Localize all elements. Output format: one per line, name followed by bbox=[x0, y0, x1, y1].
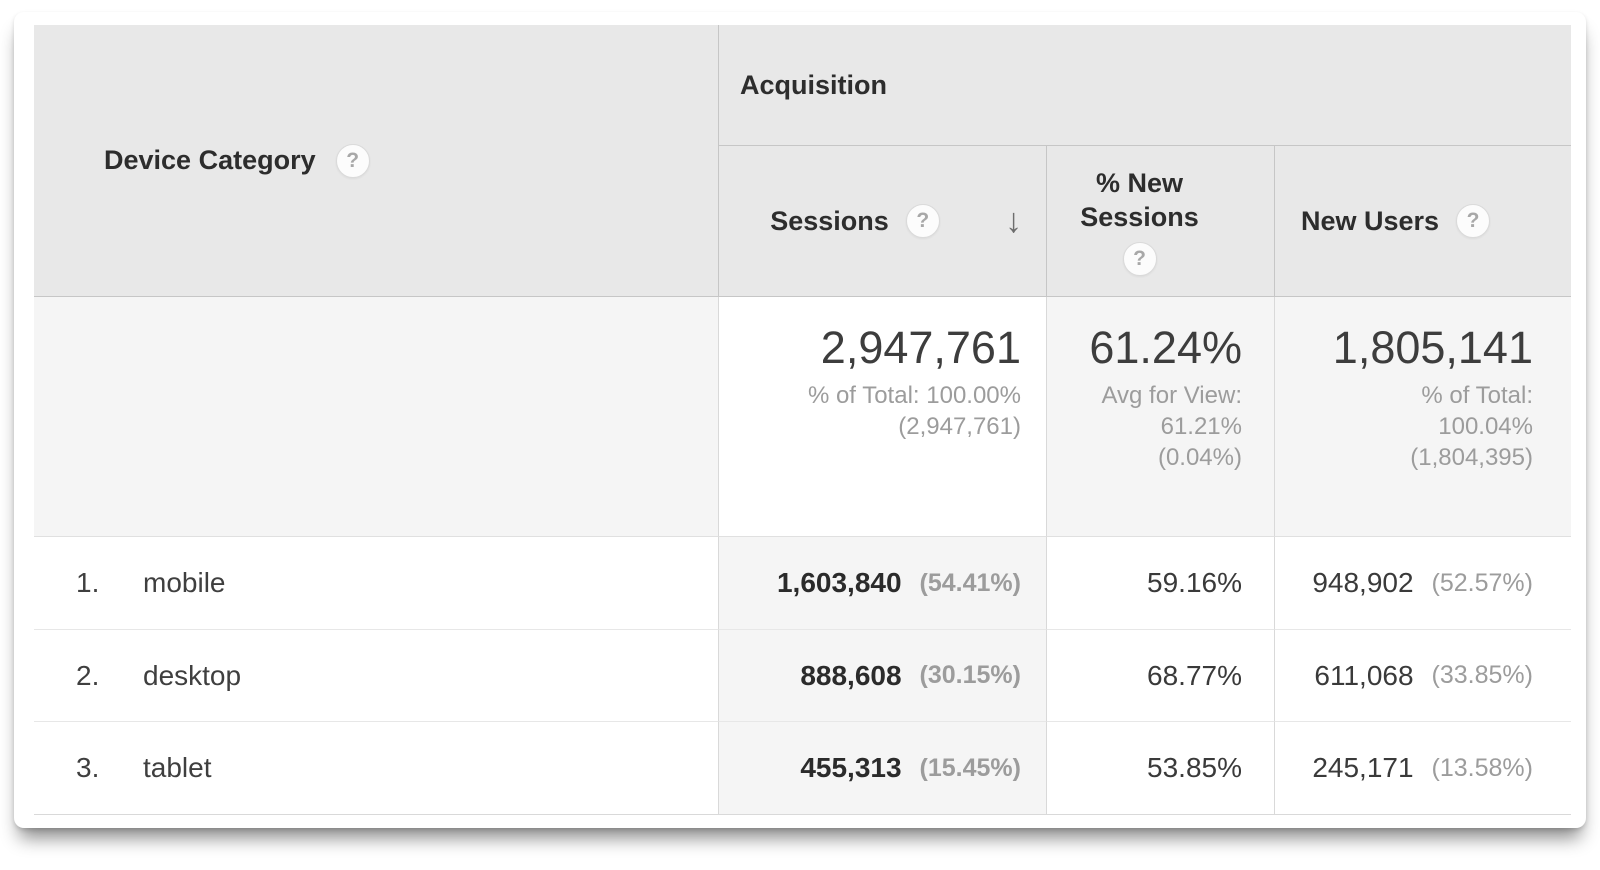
new-users-total-pct: 100.04% bbox=[1438, 413, 1533, 440]
sessions-header-label: Sessions bbox=[770, 205, 889, 236]
sort-descending-icon[interactable]: ↓ bbox=[1005, 202, 1022, 240]
device-name: mobile bbox=[143, 567, 226, 598]
device-category-column-header[interactable]: Device Category ? bbox=[34, 25, 718, 297]
new-users-cell: 611,068 (33.85%) bbox=[1274, 630, 1571, 722]
new-users-percent: (13.58%) bbox=[1431, 753, 1533, 782]
new-users-total-raw: (1,804,395) bbox=[1410, 444, 1533, 471]
device-name: desktop bbox=[143, 659, 242, 691]
summary-new-users-cell: 1,805,141 % of Total: 100.04% (1,804,395… bbox=[1274, 297, 1571, 537]
analytics-data-table: Device Category ? Acquisition Sessions ?… bbox=[34, 25, 1571, 815]
pct-new-sessions-value: 68.77% bbox=[1147, 659, 1242, 691]
sessions-value: 888,608 bbox=[800, 659, 902, 691]
sessions-cell: 1,603,840 (54.41%) bbox=[718, 537, 1046, 630]
help-icon[interactable]: ? bbox=[335, 143, 370, 178]
pct-new-sessions-avg-delta: (0.04%) bbox=[1157, 444, 1242, 471]
acquisition-header-label: Acquisition bbox=[740, 69, 887, 100]
new-users-header-label: New Users bbox=[1300, 205, 1440, 236]
summary-dimension-cell bbox=[34, 297, 718, 537]
new-users-total-note: % of Total: bbox=[1421, 382, 1533, 409]
new-users-percent: (33.85%) bbox=[1431, 661, 1533, 689]
sessions-percent: (54.41%) bbox=[919, 568, 1021, 597]
sessions-cell: 455,313 (15.45%) bbox=[718, 722, 1046, 815]
sessions-percent: (15.45%) bbox=[919, 753, 1021, 782]
sessions-cell: 888,608 (30.15%) bbox=[718, 630, 1046, 722]
pct-new-sessions-cell: 59.16% bbox=[1046, 537, 1274, 630]
pct-new-sessions-avg-value: 61.21% bbox=[1160, 413, 1242, 440]
table-row-dimension-cell: 1. mobile bbox=[34, 537, 718, 630]
sessions-column-header[interactable]: Sessions ? ↓ bbox=[718, 145, 1046, 297]
device-name: tablet bbox=[143, 752, 212, 783]
pct-new-sessions-cell: 68.77% bbox=[1046, 630, 1274, 722]
row-rank: 2. bbox=[76, 659, 100, 691]
summary-sessions-cell: 2,947,761 % of Total: 100.00% (2,947,761… bbox=[718, 297, 1046, 537]
sessions-percent: (30.15%) bbox=[919, 661, 1021, 689]
device-category-header-label: Device Category bbox=[104, 145, 316, 175]
report-card: Device Category ? Acquisition Sessions ?… bbox=[14, 12, 1586, 828]
new-users-value: 948,902 bbox=[1312, 567, 1414, 598]
new-users-value: 245,171 bbox=[1312, 752, 1414, 783]
table-row-dimension-cell: 3. tablet bbox=[34, 722, 718, 815]
help-icon[interactable]: ? bbox=[1456, 204, 1491, 238]
pct-new-sessions-value: 59.16% bbox=[1147, 567, 1242, 598]
new-users-total-value: 1,805,141 bbox=[1332, 322, 1533, 373]
table-row-dimension-cell: 2. desktop bbox=[34, 630, 718, 722]
new-users-cell: 948,902 (52.57%) bbox=[1274, 537, 1571, 630]
pct-new-sessions-total-value: 61.24% bbox=[1089, 322, 1242, 373]
pct-new-sessions-avg-label: Avg for View: bbox=[1101, 382, 1242, 409]
acquisition-group-header: Acquisition bbox=[718, 25, 1571, 145]
sessions-value: 455,313 bbox=[800, 752, 902, 783]
summary-pct-new-sessions-cell: 61.24% Avg for View: 61.21% (0.04%) bbox=[1046, 297, 1274, 537]
sessions-total-note: % of Total: 100.00% bbox=[807, 382, 1021, 409]
pct-new-sessions-value: 53.85% bbox=[1147, 752, 1242, 783]
help-icon[interactable]: ? bbox=[905, 204, 940, 238]
new-users-column-header[interactable]: New Users ? bbox=[1274, 145, 1571, 297]
pct-new-sessions-column-header[interactable]: % New Sessions ? bbox=[1046, 145, 1274, 297]
new-users-percent: (52.57%) bbox=[1431, 568, 1533, 597]
row-rank: 3. bbox=[76, 752, 100, 783]
pct-new-sessions-header-label: % New Sessions bbox=[1080, 168, 1199, 232]
pct-new-sessions-cell: 53.85% bbox=[1046, 722, 1274, 815]
new-users-cell: 245,171 (13.58%) bbox=[1274, 722, 1571, 815]
new-users-value: 611,068 bbox=[1314, 659, 1414, 691]
sessions-value: 1,603,840 bbox=[776, 567, 902, 598]
sessions-total-value: 2,947,761 bbox=[820, 322, 1021, 373]
sessions-total-raw: (2,947,761) bbox=[898, 413, 1021, 440]
help-icon[interactable]: ? bbox=[1122, 242, 1157, 276]
row-rank: 1. bbox=[76, 567, 100, 598]
